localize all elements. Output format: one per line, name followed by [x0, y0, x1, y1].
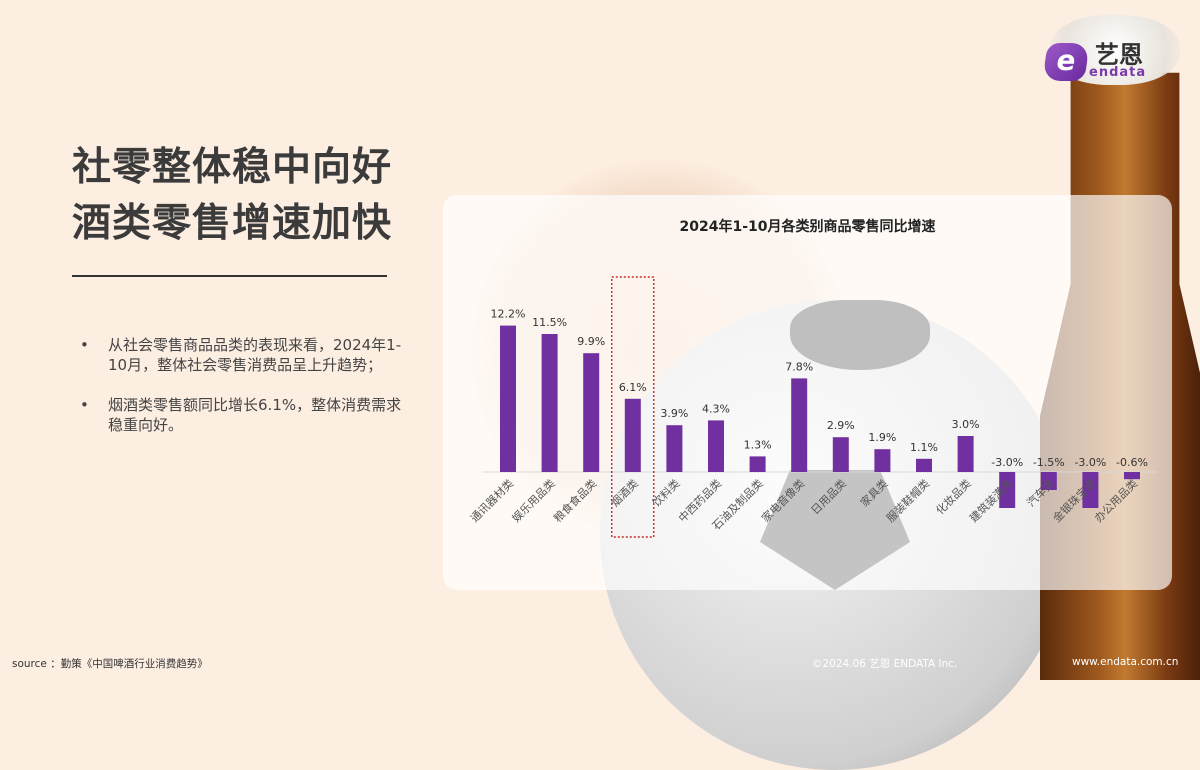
title-line-2: 酒类零售增速加快	[72, 201, 393, 246]
bar-化妆品类	[957, 436, 974, 472]
data-label: 1.1%	[910, 441, 938, 454]
bar-家电音像类	[791, 378, 808, 472]
bar-通讯器材类	[500, 325, 516, 472]
bar-建筑装潢类	[999, 472, 1016, 508]
bar-服装鞋帽类	[916, 458, 932, 472]
bar-汽车类	[1040, 472, 1057, 490]
data-label: 9.9%	[577, 335, 605, 348]
category-label: 汽车类	[1024, 476, 1057, 509]
data-label: -0.6%	[1116, 456, 1148, 469]
copyright: ©2024.06 艺恩 ENDATA Inc.	[812, 658, 958, 670]
data-label: 3.9%	[660, 407, 688, 420]
bullet-item: 烟酒类零售额同比增长6.1%，整体消费需求稳重向好。	[80, 395, 410, 435]
bullet-list: 从社会零售商品品类的表现来看，2024年1-10月，整体社会零售消费品呈上升趋势…	[80, 335, 410, 455]
chart-panel	[443, 195, 1172, 590]
bar-办公用品类	[1124, 472, 1140, 480]
category-label: 娱乐用品类	[509, 476, 558, 525]
category-label: 日用品类	[808, 476, 849, 517]
highlight-box	[611, 276, 655, 538]
data-label: 12.2%	[491, 308, 526, 321]
bar-烟酒类	[624, 398, 641, 472]
data-label: 3.0%	[952, 418, 980, 431]
bar-chart: 12.2% 通讯器材类 11.5% 娱乐用品类 9.9% 粮食食品类 6.1% 烟酒类 3.9%…	[467, 276, 1157, 538]
chart-title: 2024年1-10月各类别商品零售同比增速	[679, 219, 936, 235]
data-label: -3.0%	[1074, 456, 1106, 469]
logo-text-en: endata	[1089, 65, 1147, 80]
title-divider	[72, 275, 387, 277]
data-label: 7.8%	[785, 360, 813, 373]
bar-家具类	[874, 449, 891, 472]
data-label: -3.0%	[991, 456, 1023, 469]
category-label: 家电音像类	[759, 476, 808, 525]
data-label: 2.9%	[827, 419, 855, 432]
logo-e-icon: e	[1042, 43, 1090, 81]
category-label: 化妆品类	[933, 476, 974, 517]
logo-text-cn: 艺恩	[1095, 41, 1143, 69]
data-label: 4.3%	[702, 402, 730, 415]
bar-饮料类	[666, 425, 683, 472]
bar-娱乐用品类	[541, 334, 558, 472]
category-label: 服装鞋帽类	[883, 476, 932, 525]
bar-石油及制品类	[749, 456, 766, 472]
bar-中西药品类	[708, 420, 724, 472]
page-title: 社零整体稳中向好 酒类零售增速加快	[72, 140, 392, 252]
bar-日用品类	[832, 437, 849, 472]
title-line-1: 社零整体稳中向好	[72, 145, 393, 190]
bar-粮食食品类	[583, 353, 600, 472]
category-label: 烟酒类	[608, 476, 641, 509]
category-label: 通讯器材类	[467, 476, 516, 525]
category-label: 粮食食品类	[551, 476, 600, 525]
bar-金银珠宝类	[1082, 472, 1099, 508]
data-label: 1.3%	[744, 438, 772, 451]
category-label: 办公用品类	[1091, 476, 1140, 525]
endata-logo: e 艺恩 endata	[1042, 35, 1170, 83]
data-label: 6.1%	[619, 381, 647, 394]
data-label: 1.9%	[868, 431, 896, 444]
category-label: 家具类	[857, 476, 890, 509]
data-label: -1.5%	[1033, 456, 1065, 469]
bullet-item: 从社会零售商品品类的表现来看，2024年1-10月，整体社会零售消费品呈上升趋势…	[80, 335, 410, 375]
data-label: 11.5%	[532, 316, 567, 329]
source-note: source ：勤策《中国啤酒行业消费趋势》	[12, 658, 208, 670]
website-link[interactable]: www.endata.com.cn	[1072, 656, 1179, 668]
